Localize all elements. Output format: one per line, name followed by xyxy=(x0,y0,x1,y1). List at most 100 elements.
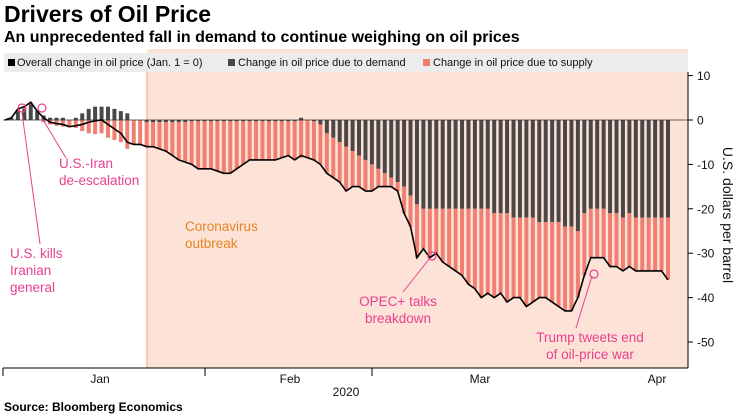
demand-bar xyxy=(176,120,181,123)
supply-bar xyxy=(202,121,207,169)
supply-bar xyxy=(279,121,284,158)
supply-bar xyxy=(99,120,104,134)
demand-bar xyxy=(408,120,413,196)
legend-label-demand: Change in oil price due to demand xyxy=(238,57,406,69)
supply-bar xyxy=(530,217,535,303)
supply-bar xyxy=(466,208,471,285)
supply-bar xyxy=(550,222,555,303)
supply-bar xyxy=(196,121,201,169)
demand-bar xyxy=(511,120,516,218)
supply-bar xyxy=(215,121,220,172)
supply-bar xyxy=(86,120,91,134)
demand-bar xyxy=(614,120,619,214)
demand-bar xyxy=(608,120,613,214)
supply-bar xyxy=(582,213,587,276)
supply-bar xyxy=(627,213,632,267)
supply-bar xyxy=(389,177,394,187)
annotation-label: U.S.-Iran de-escalation xyxy=(59,156,139,188)
y-axis-label: U.S. dollars per barrel xyxy=(720,147,736,283)
legend-label-supply: Change in oil price due to supply xyxy=(433,57,593,69)
supply-bar xyxy=(485,208,490,294)
annotation-label: OPEC+ talks breakdown xyxy=(359,294,437,326)
y-tick-label: -40 xyxy=(697,291,715,305)
event-marker xyxy=(17,103,27,113)
supply-bar xyxy=(73,120,78,128)
supply-bar xyxy=(601,208,606,258)
supply-bar xyxy=(414,204,419,258)
demand-bar xyxy=(273,120,278,122)
demand-bar xyxy=(22,108,27,120)
y-tick-label: -50 xyxy=(697,336,715,350)
supply-bar xyxy=(369,164,374,192)
demand-bar xyxy=(311,120,316,122)
bars-layer xyxy=(9,102,670,311)
annotation-label: Trump tweets end of oil-price war xyxy=(536,330,644,362)
demand-bar xyxy=(357,120,362,156)
supply-bar xyxy=(427,208,432,258)
supply-bar xyxy=(286,121,291,156)
leader-line-opec xyxy=(402,257,431,293)
demand-bar xyxy=(646,120,651,218)
demand-bar xyxy=(80,113,85,120)
leader-line-trump xyxy=(575,275,593,329)
demand-bar xyxy=(479,120,484,209)
demand-bar xyxy=(292,120,297,122)
supply-bar xyxy=(305,120,310,158)
supply-bar xyxy=(208,121,213,169)
demand-bar xyxy=(118,111,123,120)
supply-bar xyxy=(344,146,349,192)
demand-bar xyxy=(73,117,78,120)
demand-bar xyxy=(369,120,374,165)
demand-bar xyxy=(530,120,535,218)
demand-bar xyxy=(505,120,510,214)
x-tick-label: Apr xyxy=(648,372,667,386)
supply-bar xyxy=(472,208,477,289)
supply-bar xyxy=(350,151,355,187)
supply-bar xyxy=(189,121,194,165)
demand-bar xyxy=(421,120,426,209)
supply-bar xyxy=(517,217,522,298)
legend-swatch-demand xyxy=(228,59,235,66)
y-tick-label: 0 xyxy=(697,114,704,128)
supply-bar xyxy=(228,121,233,174)
demand-bar xyxy=(208,120,213,122)
demand-bar xyxy=(498,120,503,214)
demand-bar xyxy=(9,117,14,120)
y-tick-label: -30 xyxy=(697,247,715,261)
demand-bar xyxy=(640,120,645,218)
demand-bar xyxy=(144,120,149,123)
demand-bar xyxy=(266,120,271,122)
demand-bar xyxy=(48,117,53,120)
source-note: Source: Bloomberg Economics xyxy=(4,400,183,414)
demand-bar xyxy=(575,120,580,231)
supply-bar xyxy=(563,226,567,311)
demand-bar xyxy=(254,120,259,122)
demand-bar xyxy=(196,120,201,122)
demand-bar xyxy=(112,108,117,120)
supply-bar xyxy=(318,124,323,165)
event-marker xyxy=(589,269,599,279)
legend-swatch-supply xyxy=(423,59,430,66)
supply-bar xyxy=(176,122,181,160)
supply-bar xyxy=(434,208,439,254)
supply-bar xyxy=(324,133,329,174)
supply-bar xyxy=(543,222,548,298)
demand-bar xyxy=(286,120,291,122)
supply-bar xyxy=(402,186,407,214)
event-marker xyxy=(37,103,47,113)
demand-bar xyxy=(414,120,419,205)
supply-bar xyxy=(163,122,168,152)
x-tick-label: Mar xyxy=(470,372,491,386)
demand-bar xyxy=(151,120,156,123)
demand-bar xyxy=(299,117,304,120)
demand-bar xyxy=(402,120,407,187)
supply-bar xyxy=(22,106,27,109)
supply-bar xyxy=(331,137,336,178)
supply-bar xyxy=(653,217,658,271)
demand-bar xyxy=(569,120,574,227)
supply-bar xyxy=(311,121,316,160)
supply-bar xyxy=(157,122,162,149)
demand-bar xyxy=(427,120,432,209)
x-tick-label: Feb xyxy=(280,372,301,386)
